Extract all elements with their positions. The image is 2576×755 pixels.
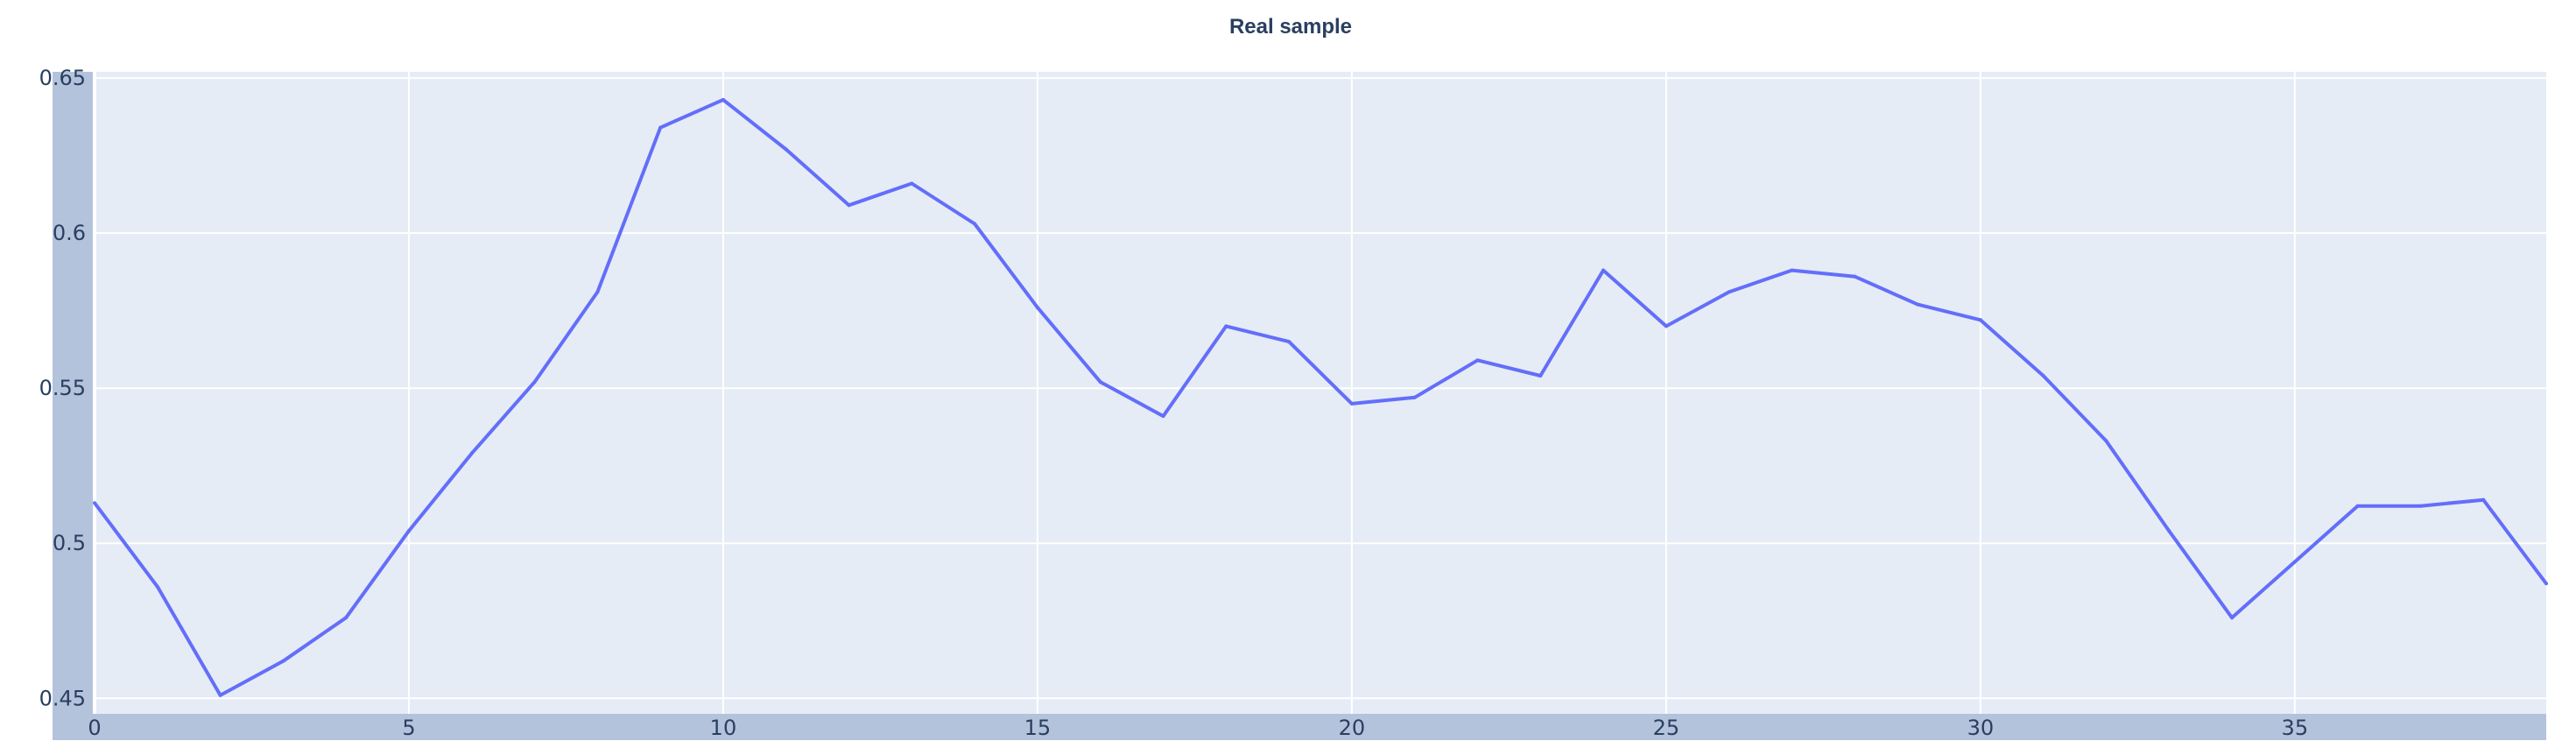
data-point [2355, 504, 2360, 508]
data-point [2041, 374, 2045, 378]
data-point [1224, 324, 1228, 328]
data-point [595, 290, 600, 294]
y-axis-band [53, 72, 95, 740]
x-tick-label: 15 [1024, 716, 1052, 740]
data-point [532, 380, 537, 385]
data-point [281, 659, 285, 663]
data-point [1538, 374, 1543, 378]
plot-area [95, 72, 2546, 714]
data-point [469, 451, 474, 455]
tick-labels: 0 5 10 15 20 25 30 35 0.45 0.5 0.55 0.6 0.65 [39, 66, 2309, 740]
data-point [2230, 616, 2235, 620]
data-point [658, 125, 663, 130]
data-point [1098, 380, 1102, 385]
data-point [1790, 268, 1794, 272]
data-point [2292, 560, 2297, 564]
x-tick-label: 5 [402, 716, 415, 740]
x-axis-band [53, 714, 2546, 740]
data-point [973, 222, 977, 226]
data-point [1161, 414, 1165, 419]
y-tick-label: 0.65 [39, 66, 86, 90]
data-point [721, 97, 725, 102]
data-point [2544, 582, 2548, 586]
x-tick-label: 30 [1967, 716, 1995, 740]
gridlines [93, 72, 2546, 714]
data-point [784, 147, 788, 152]
data-point [93, 501, 96, 505]
x-tick-label: 20 [1339, 716, 1366, 740]
data-point [2418, 504, 2423, 508]
series-layer [93, 97, 2548, 697]
data-point [218, 693, 222, 697]
data-point [344, 616, 348, 620]
data-point [1349, 401, 1354, 406]
data-point [2104, 439, 2108, 443]
data-point [1412, 395, 1417, 399]
data-point [155, 584, 159, 589]
data-point [1916, 302, 1920, 307]
x-tick-label: 0 [88, 716, 101, 740]
data-point [1727, 290, 1731, 294]
data-point [2481, 497, 2486, 502]
data-point [910, 181, 914, 186]
x-tick-label: 35 [2282, 716, 2309, 740]
data-point [2167, 529, 2171, 533]
data-point [1287, 340, 1292, 344]
series-line [93, 97, 2548, 697]
data-point [1853, 274, 1857, 279]
data-point [1601, 268, 1606, 272]
data-point [847, 203, 851, 208]
data-point [1664, 324, 1668, 328]
data-point [1475, 358, 1480, 363]
data-point [1035, 306, 1039, 310]
data-point [1978, 318, 1982, 322]
y-tick-label: 0.45 [39, 686, 86, 710]
data-point [406, 529, 411, 533]
y-tick-label: 0.6 [53, 221, 86, 245]
x-tick-label: 25 [1653, 716, 1680, 740]
y-tick-label: 0.5 [53, 531, 86, 555]
x-tick-label: 10 [710, 716, 737, 740]
chart-title: Real sample [1229, 15, 1352, 39]
y-tick-label: 0.55 [39, 376, 86, 400]
